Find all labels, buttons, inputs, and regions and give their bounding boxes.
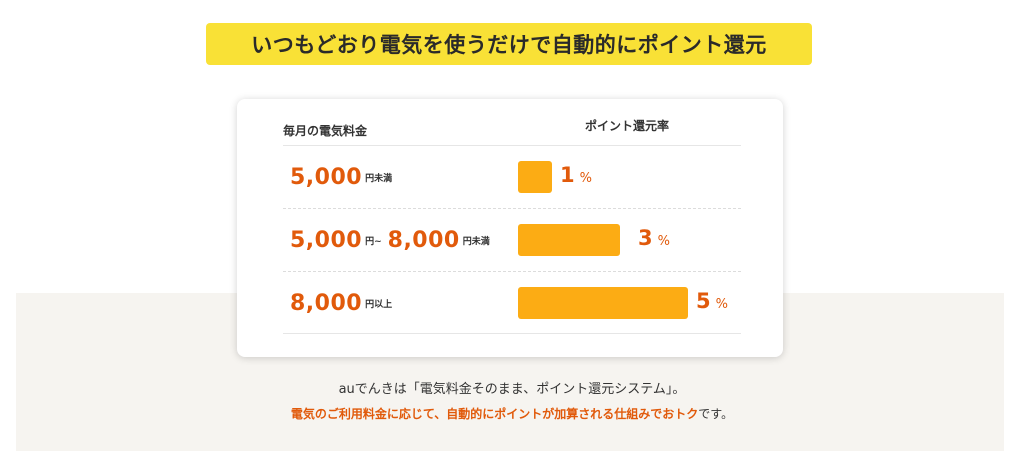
description-rest: です。 [698,407,734,421]
rate-value: 5 [696,289,711,313]
percent-sign: % [715,297,728,312]
fee-unit: 円未満 [365,173,393,184]
rate-label: 3 % [638,226,670,250]
rate-label: 1 % [560,163,592,187]
rate-label: 5 % [696,289,728,313]
row-divider [283,208,741,209]
headline-banner: いつもどおり電気を使うだけで自動的にポイント還元 [206,23,812,65]
fee-amount-upper: 8,000 [387,227,460,253]
table-row: 8,000 円以上 5 % [237,272,783,334]
description-highlight: 電気のご利用料金に応じて、自動的にポイントが加算される仕組みでおトク [290,407,699,421]
column-header-fee: 毎月の電気料金 [283,123,368,138]
header-divider [283,145,741,146]
fee-unit-upper: 円未満 [462,236,490,247]
fee-cell: 5,000 円未満 [290,146,392,208]
fee-amount: 5,000 [290,164,363,190]
table-row: 5,000 円未満 1 % [237,146,783,208]
rate-value: 3 [638,226,653,250]
table-bottom-divider [283,333,741,334]
fee-unit: 円~ [365,236,382,247]
row-divider [283,271,741,272]
rate-bar [518,224,620,256]
column-header-rate: ポイント還元率 [584,119,669,133]
rate-value: 1 [560,163,575,187]
percent-sign: % [657,234,670,249]
fee-amount: 8,000 [290,290,363,316]
table-row: 5,000 円~ 8,000 円未満 3 % [237,209,783,271]
point-rate-card: 毎月の電気料金 ポイント還元率 5,000 円未満 1 % 5,000 円~ 8… [237,99,783,357]
rate-bar [518,287,688,319]
description-line-1: auでんきは「電気料金そのまま、ポイント還元システム」。 [338,382,686,397]
description-line-2: 電気のご利用料金に応じて、自動的にポイントが加算される仕組みでおトクです。 [0,405,1024,422]
fee-amount: 5,000 [290,227,363,253]
percent-sign: % [579,171,592,186]
rate-bar [518,161,552,193]
fee-cell: 5,000 円~ 8,000 円未満 [290,209,490,271]
fee-cell: 8,000 円以上 [290,272,392,334]
fee-unit: 円以上 [365,299,393,310]
